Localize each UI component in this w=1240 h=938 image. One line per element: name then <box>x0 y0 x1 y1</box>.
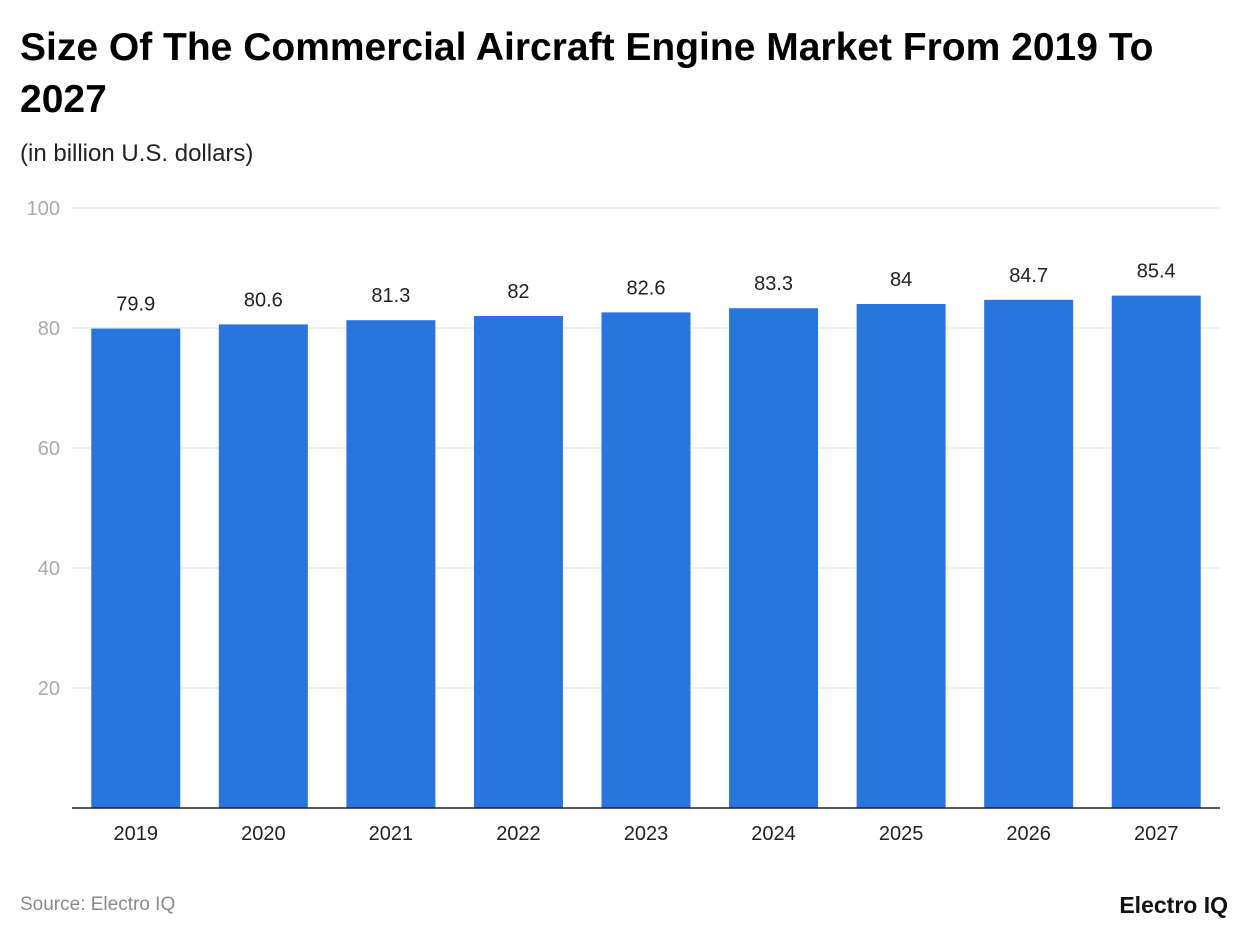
data-label: 82 <box>507 281 529 303</box>
data-label: 83.3 <box>754 273 793 295</box>
chart-subtitle: (in billion U.S. dollars) <box>20 140 254 167</box>
bar <box>218 324 308 808</box>
y-tick-label: 80 <box>38 318 60 340</box>
bar <box>856 304 946 808</box>
y-tick-label: 60 <box>38 438 60 460</box>
x-tick-label: 2019 <box>114 823 159 845</box>
bar <box>984 299 1074 808</box>
bar <box>729 308 819 808</box>
x-tick-label: 2020 <box>241 823 286 845</box>
data-label: 85.4 <box>1137 261 1176 283</box>
data-label: 79.9 <box>116 294 155 316</box>
bar-chart: 20 40 60 80 100 79.9 2019 80.6 2020 81.3 2021 82 202… <box>27 198 1220 845</box>
y-tick-label: 20 <box>38 678 60 700</box>
x-tick-label: 2026 <box>1006 823 1051 845</box>
data-label: 84 <box>890 269 912 291</box>
data-label: 80.6 <box>244 289 283 311</box>
bar <box>91 328 181 808</box>
data-label: 81.3 <box>371 285 410 307</box>
x-tick-label: 2024 <box>751 823 796 845</box>
bar <box>1111 295 1201 809</box>
x-tick-label: 2025 <box>879 823 924 845</box>
x-tick-label: 2023 <box>624 823 669 845</box>
source-note: Source: Electro IQ <box>20 894 176 915</box>
data-label: 84.7 <box>1009 265 1048 287</box>
x-tick-label: 2027 <box>1134 823 1179 845</box>
electro-iq-logo: Electro IQ <box>1119 892 1228 918</box>
bar <box>346 320 436 808</box>
data-label: 82.6 <box>627 277 666 299</box>
bar <box>601 312 691 808</box>
y-tick-label: 40 <box>38 558 60 580</box>
chart-title: Size Of The Commercial Aircraft Engine M… <box>20 26 1154 121</box>
x-tick-label: 2022 <box>496 823 541 845</box>
x-tick-label: 2021 <box>369 823 414 845</box>
y-tick-label: 100 <box>27 198 60 220</box>
bar <box>473 316 563 808</box>
